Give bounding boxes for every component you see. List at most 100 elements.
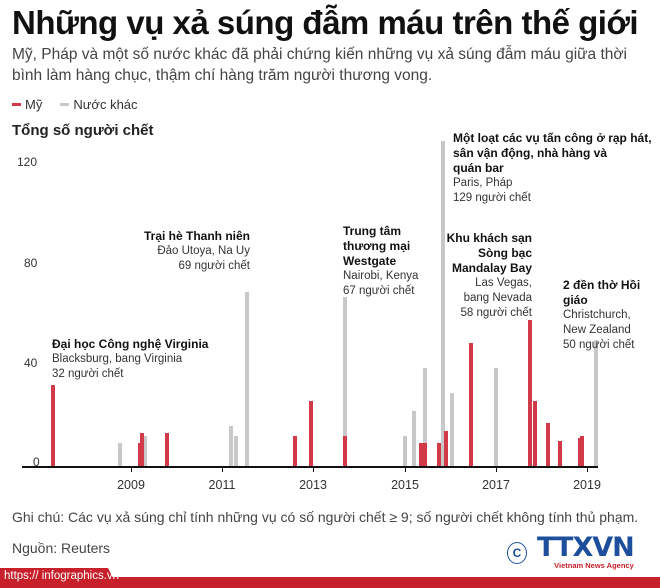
bar-us — [343, 435, 348, 466]
logo-wordmark: TTXVN Vietnam News Agency — [537, 532, 635, 570]
x-tick-mark — [222, 467, 223, 472]
y-tick-0: 0 — [33, 455, 40, 469]
x-axis-line — [22, 466, 598, 468]
legend-label-us: Mỹ — [25, 97, 43, 112]
bar-us — [443, 430, 448, 466]
footnote: Ghi chú: Các vụ xả súng chỉ tính những v… — [12, 509, 639, 525]
bar-other — [142, 435, 147, 466]
annotation-title: Khu khách sạn — [446, 231, 532, 245]
bar-other — [493, 367, 498, 466]
legend-swatch-other — [60, 103, 70, 106]
annotation-title: Trại hè Thanh niên — [143, 229, 250, 243]
chart-legend: Mỹ Nước khác — [12, 97, 138, 112]
bar-us — [165, 433, 170, 466]
bar-other — [450, 393, 455, 466]
annotation-deaths: 32 người chết — [52, 368, 124, 380]
annotation-title: quán bar — [453, 161, 504, 175]
annotation-deaths: 69 người chết — [178, 260, 250, 272]
legend-item-us: Mỹ — [12, 97, 42, 112]
page-title: Những vụ xả súng đẫm máu trên thế giới — [12, 4, 639, 41]
bar-us — [580, 435, 585, 466]
x-tick-2011: 2011 — [208, 478, 236, 492]
annotation-virginia-tech: Đại học Công nghệ Virginia Blacksburg, b… — [52, 337, 208, 382]
bar-other — [245, 292, 250, 466]
legend-label-other: Nước khác — [73, 97, 138, 112]
annotation-place: bang Nevada — [463, 292, 532, 304]
annotation-title: Westgate — [343, 254, 397, 268]
bar-other — [343, 297, 348, 466]
annotation-paris: Một loạt các vụ tấn công ở rạp hát, sân … — [453, 131, 652, 206]
bar-other — [411, 410, 416, 466]
bar-us — [532, 400, 537, 466]
bar-us — [528, 320, 532, 466]
bar-us — [138, 443, 143, 466]
bar-other — [423, 367, 428, 466]
logo-text: TTXVN — [537, 532, 635, 563]
logo-subtext: Vietnam News Agency — [554, 561, 634, 570]
annotation-title: 2 đền thờ Hồi giáo — [563, 278, 641, 307]
bar-us — [418, 443, 423, 466]
bar-other — [402, 435, 407, 466]
annotation-christchurch: 2 đền thờ Hồi giáo Christchurch, New Zea… — [563, 278, 660, 353]
legend-item-other: Nước khác — [60, 97, 138, 112]
y-tick-40: 40 — [24, 356, 38, 370]
annotation-title: Trung tâm — [343, 224, 402, 238]
annotation-place: Las Vegas, — [475, 277, 532, 289]
x-tick-mark — [313, 467, 314, 472]
y-tick-120: 120 — [17, 155, 38, 169]
bar-us — [423, 443, 428, 466]
x-tick-mark — [587, 467, 588, 472]
y-axis-title: Tổng số người chết — [12, 122, 154, 139]
annotation-place: Nairobi, Kenya — [343, 270, 419, 282]
annotation-deaths: 129 người chết — [453, 192, 531, 204]
annotation-title: thương mại — [343, 239, 411, 253]
x-tick-mark — [131, 467, 132, 472]
bar-other — [229, 425, 234, 466]
bar-us — [309, 400, 314, 466]
x-tick-mark — [405, 467, 406, 472]
footer-url-link[interactable]: https:// infographics.vn — [4, 570, 120, 582]
bar-other — [594, 340, 599, 466]
bar-other — [441, 141, 446, 466]
bar-chart: 120 80 40 0 2009 2011 2013 2015 2017 201… — [17, 131, 660, 492]
bar-us — [546, 423, 551, 466]
x-tick-2019: 2019 — [573, 478, 601, 492]
annotation-westgate: Trung tâm thương mại Westgate Nairobi, K… — [343, 224, 418, 299]
annotation-title: Đại học Công nghệ Virginia — [52, 337, 209, 351]
bar-us — [51, 385, 56, 466]
annotation-title: Một loạt các vụ tấn công ở rạp hát, — [453, 131, 652, 145]
annotation-title: sân vận động, nhà hàng và — [453, 146, 608, 160]
ttxvn-logo: C TTXVN Vietnam News Agency — [507, 532, 635, 570]
annotation-deaths: 67 người chết — [343, 285, 415, 297]
annotation-place: New Zealand — [563, 324, 631, 336]
annotation-mandalay-bay: Khu khách sạn Sòng bạc Mandalay Bay Las … — [446, 231, 532, 321]
footer-bar — [0, 577, 660, 588]
bar-us — [578, 438, 583, 466]
annotation-place: Đảo Utoya, Na Uy — [157, 245, 250, 257]
x-tick-mark — [496, 467, 497, 472]
y-tick-80: 80 — [24, 256, 38, 270]
annotation-title: Mandalay Bay — [451, 261, 532, 275]
annotation-place: Paris, Pháp — [453, 177, 513, 189]
copyright-icon: C — [507, 542, 527, 564]
x-tick-2017: 2017 — [482, 478, 510, 492]
x-tick-2009: 2009 — [117, 478, 145, 492]
annotation-deaths: 50 người chết — [563, 339, 635, 351]
bar-us — [293, 435, 298, 466]
x-tick-2015: 2015 — [391, 478, 419, 492]
annotation-title: Sòng bạc — [477, 246, 532, 260]
bar-us — [140, 433, 145, 466]
bar-other — [117, 443, 122, 466]
footer-tab — [0, 568, 118, 588]
bar-us — [557, 440, 562, 466]
page-subtitle: Mỹ, Pháp và một số nước khác đã phải chứ… — [12, 46, 627, 84]
annotation-place: Blacksburg, bang Virginia — [52, 353, 183, 365]
legend-swatch-us — [12, 103, 21, 106]
bar-us — [436, 443, 441, 466]
annotation-utoya: Trại hè Thanh niên Đảo Utoya, Na Uy 69 n… — [138, 229, 250, 274]
bar-us — [468, 342, 473, 466]
source-credit: Nguồn: Reuters — [12, 540, 111, 556]
bar-other — [233, 435, 238, 466]
annotation-deaths: 58 người chết — [460, 307, 532, 319]
annotation-place: Christchurch, — [563, 309, 631, 321]
